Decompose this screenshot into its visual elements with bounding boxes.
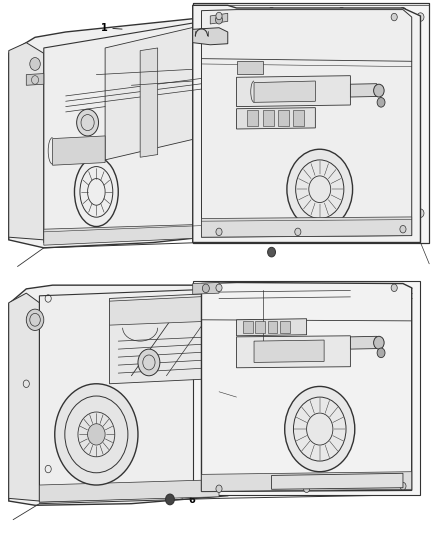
Polygon shape <box>193 3 429 243</box>
Text: 11: 11 <box>380 348 408 358</box>
Polygon shape <box>44 19 219 243</box>
Circle shape <box>88 424 105 445</box>
Circle shape <box>374 84 384 97</box>
Polygon shape <box>9 293 39 501</box>
Polygon shape <box>247 110 258 126</box>
Circle shape <box>400 225 406 233</box>
Text: 6: 6 <box>173 495 195 505</box>
Polygon shape <box>237 108 315 129</box>
Circle shape <box>166 494 174 505</box>
Circle shape <box>138 349 160 376</box>
Polygon shape <box>263 110 274 126</box>
Polygon shape <box>39 480 219 502</box>
Circle shape <box>391 13 397 21</box>
Text: 5: 5 <box>384 104 405 114</box>
Circle shape <box>417 13 424 21</box>
Text: 7: 7 <box>164 172 181 182</box>
Polygon shape <box>110 296 219 325</box>
Text: 3: 3 <box>265 233 287 243</box>
Polygon shape <box>237 336 350 368</box>
Polygon shape <box>201 282 412 491</box>
Polygon shape <box>243 321 253 333</box>
Polygon shape <box>193 28 228 45</box>
Polygon shape <box>110 293 219 384</box>
Text: 11: 11 <box>385 117 412 126</box>
Polygon shape <box>350 84 377 97</box>
Text: 7: 7 <box>226 395 243 406</box>
Polygon shape <box>237 61 263 74</box>
Polygon shape <box>105 21 219 160</box>
Polygon shape <box>278 110 289 126</box>
Polygon shape <box>280 321 290 333</box>
Text: 12: 12 <box>140 70 164 80</box>
Circle shape <box>216 284 222 292</box>
Text: 5: 5 <box>379 336 401 346</box>
Polygon shape <box>255 321 265 333</box>
Polygon shape <box>201 472 412 491</box>
Circle shape <box>338 7 345 16</box>
Circle shape <box>216 228 222 236</box>
Polygon shape <box>254 81 315 102</box>
Circle shape <box>268 247 276 257</box>
Text: 8: 8 <box>78 54 100 63</box>
Circle shape <box>287 149 353 229</box>
Text: 8: 8 <box>94 298 116 308</box>
Circle shape <box>207 233 214 241</box>
Polygon shape <box>237 76 350 107</box>
Polygon shape <box>9 285 228 505</box>
Polygon shape <box>193 5 420 243</box>
Polygon shape <box>9 16 228 248</box>
Polygon shape <box>268 321 277 333</box>
Polygon shape <box>39 289 219 502</box>
Circle shape <box>417 209 424 217</box>
Circle shape <box>400 482 406 490</box>
Text: 1: 1 <box>101 23 122 33</box>
Polygon shape <box>53 136 105 165</box>
Circle shape <box>30 58 40 70</box>
Polygon shape <box>201 217 412 237</box>
Polygon shape <box>140 48 158 157</box>
Circle shape <box>77 109 99 136</box>
Polygon shape <box>237 319 307 336</box>
Circle shape <box>399 7 406 16</box>
Circle shape <box>216 485 222 492</box>
Circle shape <box>377 98 385 107</box>
Polygon shape <box>193 281 420 495</box>
Circle shape <box>207 7 214 16</box>
Polygon shape <box>210 13 228 24</box>
Polygon shape <box>26 74 44 85</box>
Text: 1: 1 <box>375 40 405 50</box>
Circle shape <box>285 386 355 472</box>
Polygon shape <box>44 224 219 245</box>
Circle shape <box>216 12 222 20</box>
Polygon shape <box>272 473 403 489</box>
Circle shape <box>374 336 384 349</box>
Circle shape <box>377 348 385 358</box>
Circle shape <box>268 7 275 16</box>
Polygon shape <box>193 282 219 294</box>
Circle shape <box>215 15 223 24</box>
Circle shape <box>26 309 44 330</box>
Polygon shape <box>9 43 44 240</box>
Polygon shape <box>293 110 304 126</box>
Circle shape <box>55 384 138 485</box>
Text: 4: 4 <box>379 414 401 423</box>
Polygon shape <box>254 340 324 362</box>
Circle shape <box>202 284 209 293</box>
Polygon shape <box>350 336 377 349</box>
Circle shape <box>304 485 310 492</box>
Circle shape <box>391 284 397 292</box>
Polygon shape <box>201 10 412 237</box>
Circle shape <box>295 228 301 236</box>
